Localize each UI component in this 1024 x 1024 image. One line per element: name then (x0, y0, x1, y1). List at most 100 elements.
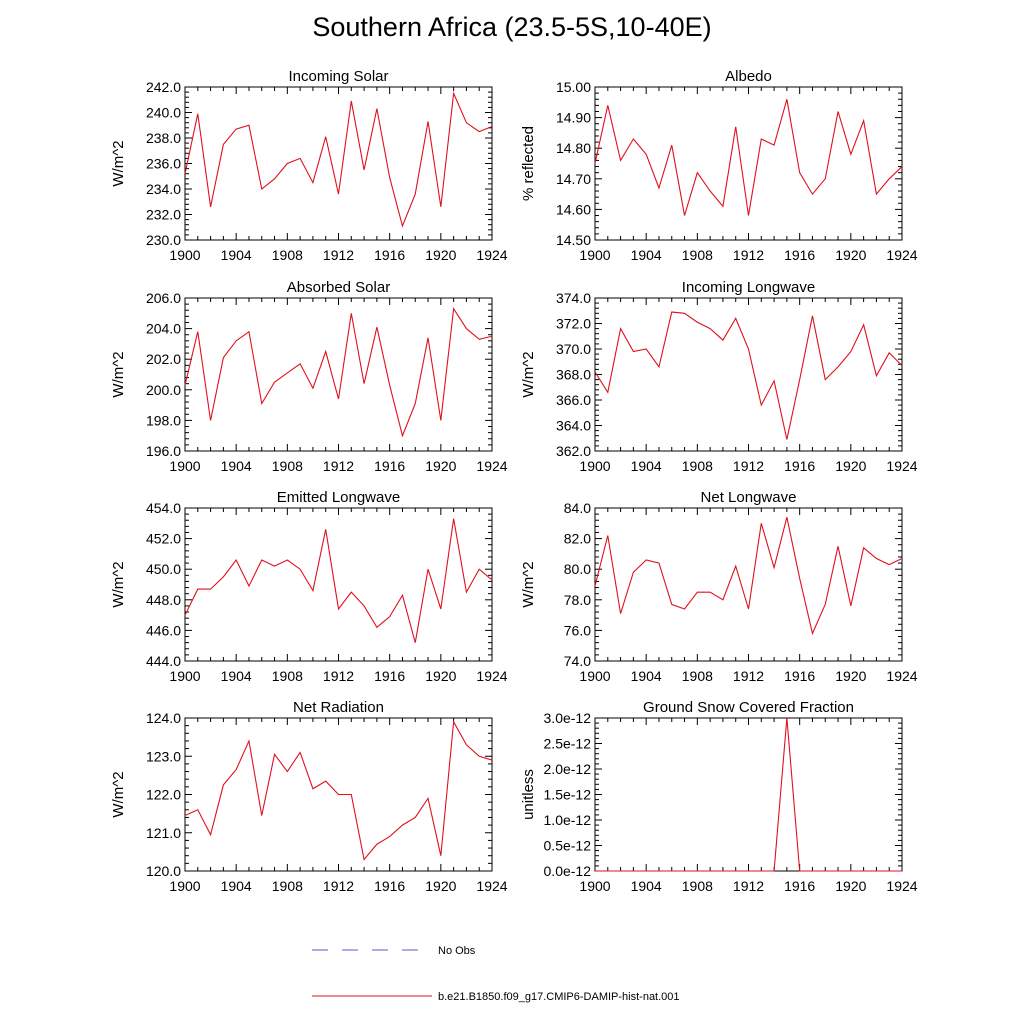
x-tick-label: 1924 (886, 668, 917, 684)
x-tick-label: 1908 (272, 878, 303, 894)
series-line (184, 720, 493, 861)
x-tick-label: 1908 (272, 668, 303, 684)
x-tick-label: 1912 (323, 878, 354, 894)
x-tick-label: 1908 (682, 458, 713, 474)
x-tick-label: 1920 (425, 878, 456, 894)
figure-title: Southern Africa (23.5-5S,10-40E) (312, 12, 712, 42)
y-tick-label: 370.0 (556, 341, 591, 357)
y-tick-label: 14.70 (556, 171, 591, 187)
y-tick-label: 234.0 (146, 181, 181, 197)
x-tick-label: 1908 (272, 247, 303, 263)
x-tick-label: 1904 (631, 878, 662, 894)
x-tick-label: 1924 (476, 878, 507, 894)
panel-2: Absorbed Solar W/m^2 1900 1904 1908 1912 1916 1… (110, 279, 508, 474)
x-tick-label: 1924 (886, 878, 917, 894)
x-tick-label: 1904 (221, 878, 252, 894)
x-tick-label: 1924 (476, 458, 507, 474)
series-line (594, 99, 903, 216)
x-tick-label: 1920 (835, 247, 866, 263)
y-tick-label: 240.0 (146, 105, 181, 121)
y-axis-label: W/m^2 (520, 351, 537, 397)
series-line (594, 311, 903, 440)
x-tick-label: 1920 (425, 247, 456, 263)
panel-title: Absorbed Solar (287, 279, 390, 296)
panel-title: Incoming Longwave (682, 279, 815, 296)
y-axis-label: W/m^2 (110, 771, 127, 817)
y-tick-label: 198.0 (146, 412, 181, 428)
y-tick-label: 368.0 (556, 367, 591, 383)
x-tick-label: 1900 (169, 878, 200, 894)
y-tick-label: 444.0 (146, 653, 181, 669)
y-tick-label: 74.0 (564, 653, 591, 669)
x-tick-label: 1912 (323, 247, 354, 263)
y-tick-label: 454.0 (146, 500, 181, 516)
y-tick-label: 452.0 (146, 531, 181, 547)
x-tick-label: 1920 (835, 668, 866, 684)
y-tick-label: 450.0 (146, 561, 181, 577)
y-tick-label: 76.0 (564, 622, 591, 638)
y-tick-label: 78.0 (564, 592, 591, 608)
x-tick-label: 1908 (682, 878, 713, 894)
x-tick-label: 1900 (579, 878, 610, 894)
x-tick-label: 1900 (169, 668, 200, 684)
y-tick-label: 14.60 (556, 201, 591, 217)
series-line (184, 518, 493, 643)
x-tick-label: 1916 (784, 458, 815, 474)
y-axis-label: W/m^2 (110, 561, 127, 607)
plot-frame (594, 86, 903, 241)
x-tick-label: 1916 (374, 247, 405, 263)
panel-title: Ground Snow Covered Fraction (643, 699, 854, 716)
series-line (184, 91, 493, 228)
x-tick-label: 1920 (425, 458, 456, 474)
y-tick-label: 448.0 (146, 592, 181, 608)
x-tick-label: 1908 (682, 247, 713, 263)
y-tick-label: 364.0 (556, 418, 591, 434)
x-tick-label: 1912 (733, 247, 764, 263)
y-axis-label: W/m^2 (110, 140, 127, 186)
y-tick-label: 0.0e-12 (544, 863, 592, 879)
x-tick-label: 1916 (374, 458, 405, 474)
y-tick-label: 230.0 (146, 232, 181, 248)
y-tick-label: 242.0 (146, 79, 181, 95)
y-tick-label: 2.5e-12 (544, 736, 592, 752)
x-tick-label: 1900 (579, 668, 610, 684)
y-tick-label: 121.0 (146, 825, 181, 841)
x-tick-label: 1904 (631, 458, 662, 474)
plot-frame (184, 507, 493, 662)
x-tick-label: 1904 (221, 668, 252, 684)
y-tick-label: 238.0 (146, 130, 181, 146)
panel-0: Incoming Solar W/m^2 1900 1904 1908 1912 1916 1… (110, 68, 508, 263)
y-tick-label: 362.0 (556, 443, 591, 459)
y-tick-label: 80.0 (564, 561, 591, 577)
plot-frame (594, 297, 903, 452)
y-tick-label: 366.0 (556, 392, 591, 408)
y-tick-label: 0.5e-12 (544, 838, 592, 854)
panel-7: Ground Snow Covered Fraction unitless 1900… (520, 699, 918, 894)
x-tick-label: 1916 (784, 878, 815, 894)
x-tick-label: 1920 (425, 668, 456, 684)
y-tick-label: 374.0 (556, 290, 591, 306)
x-tick-label: 1924 (476, 668, 507, 684)
x-tick-label: 1912 (323, 668, 354, 684)
x-tick-label: 1904 (221, 247, 252, 263)
panel-title: Net Longwave (701, 489, 797, 506)
x-tick-label: 1916 (374, 878, 405, 894)
x-tick-label: 1916 (784, 247, 815, 263)
y-axis-label: unitless (520, 769, 537, 820)
y-tick-label: 14.50 (556, 232, 591, 248)
x-tick-label: 1900 (579, 247, 610, 263)
x-tick-label: 1924 (476, 247, 507, 263)
y-tick-label: 124.0 (146, 710, 181, 726)
panel-1: Albedo % reflected 1900 1904 1908 1912 1916 192… (520, 68, 918, 263)
y-tick-label: 206.0 (146, 290, 181, 306)
series-line (595, 717, 902, 872)
y-tick-label: 232.0 (146, 207, 181, 223)
x-tick-label: 1900 (169, 247, 200, 263)
x-tick-label: 1920 (835, 878, 866, 894)
x-tick-label: 1908 (682, 668, 713, 684)
x-tick-label: 1900 (579, 458, 610, 474)
x-tick-label: 1924 (886, 247, 917, 263)
x-tick-label: 1912 (733, 878, 764, 894)
y-tick-label: 120.0 (146, 863, 181, 879)
